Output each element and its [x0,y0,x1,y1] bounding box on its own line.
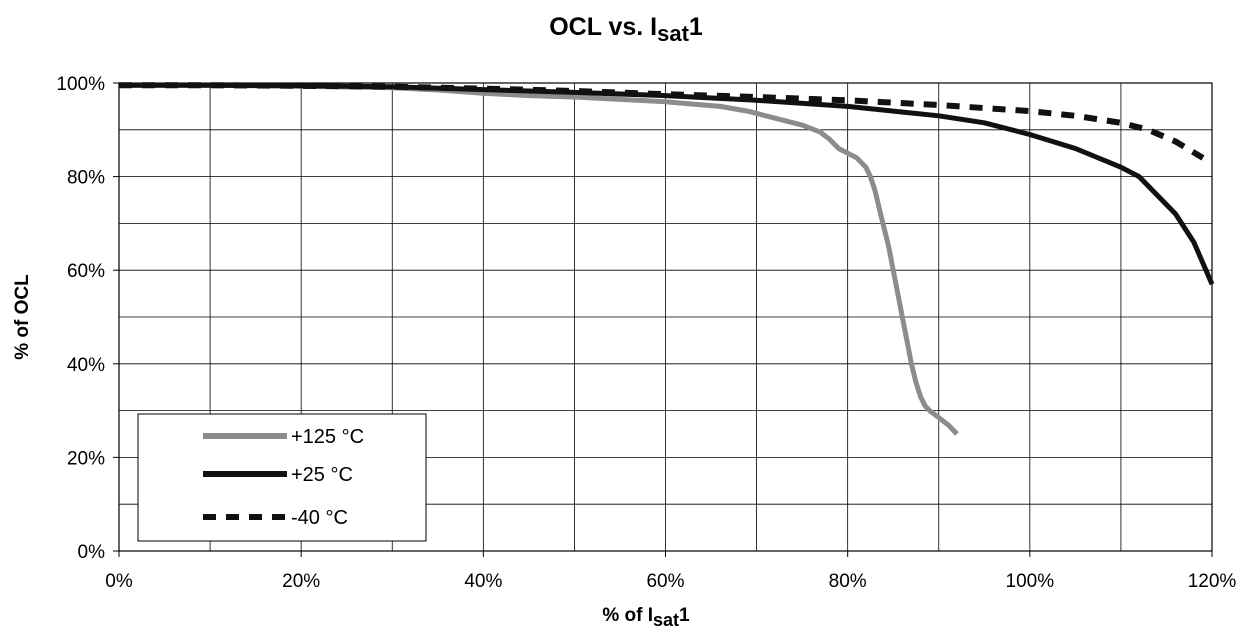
series-group [119,82,1215,436]
y-tick-label: 20% [67,448,105,469]
series-line-125c [119,82,959,436]
x-axis: 0% 20% 40% 60% 80% 100% 120% [105,551,1236,592]
x-axis-title: % of Isat1 [602,605,690,630]
x-tick-label: 120% [1188,571,1237,592]
y-tick-label: 80% [67,168,105,189]
y-tick-label: 40% [67,355,105,376]
legend: +125 °C +25 °C -40 °C [137,413,427,542]
y-tick-label: 60% [67,261,105,282]
y-tick-label: 100% [56,74,105,95]
y-axis-title: % of OCL [12,274,33,360]
series-line-minus40c [119,82,1205,161]
y-tick-label: 0% [78,542,106,563]
x-tick-label: 40% [464,571,502,592]
x-tick-label: 20% [282,571,320,592]
chart-title: OCL vs. Isat1 [549,13,703,46]
x-tick-label: 100% [1006,571,1055,592]
x-tick-label: 80% [829,571,867,592]
legend-label-125c: +125 °C [291,426,364,448]
x-tick-label: 60% [646,571,684,592]
y-axis: 0% 20% 40% 60% 80% 100% [56,74,119,563]
x-tick-label: 0% [105,571,133,592]
legend-label-25c: +25 °C [291,464,353,486]
legend-label-minus40c: -40 °C [291,507,348,529]
